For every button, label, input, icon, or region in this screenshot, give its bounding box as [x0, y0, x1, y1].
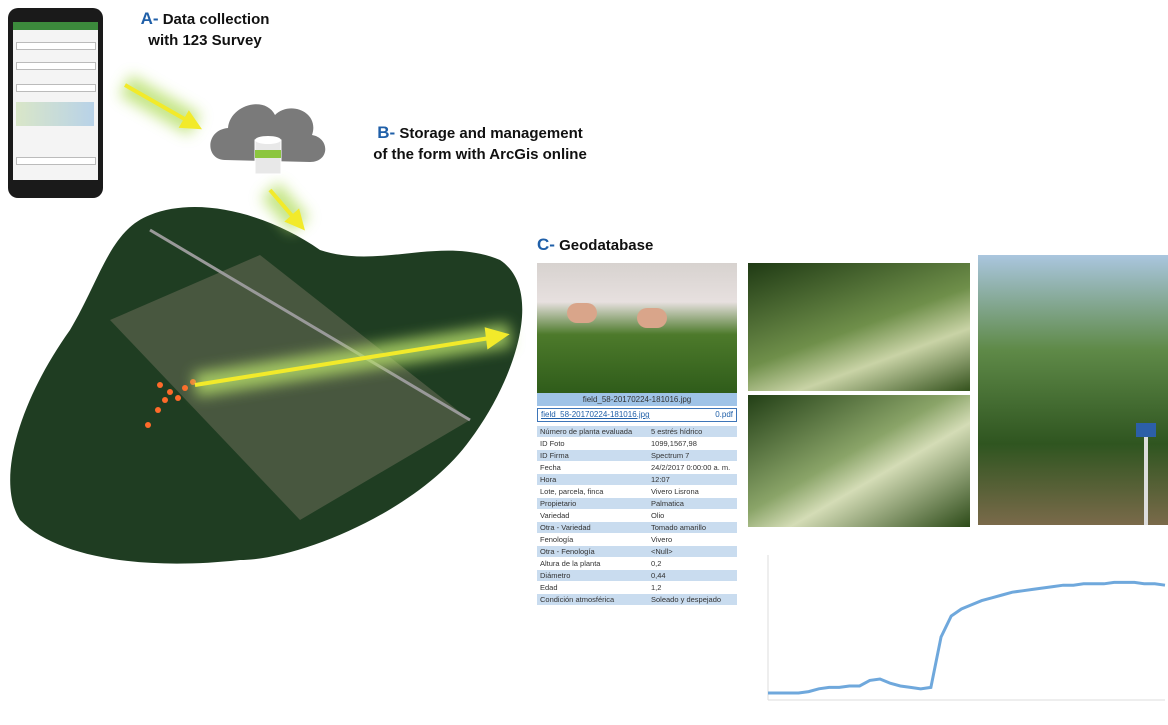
growth-chart — [767, 555, 1166, 701]
field-value: Vivero Lisrona — [648, 485, 737, 498]
field-name: Condición atmosférica — [537, 593, 648, 606]
record-table-wrap: Número de planta evaluada 5 estrés hídric… — [537, 426, 737, 606]
phone-field — [16, 157, 96, 165]
field-name: Diámetro — [537, 569, 648, 582]
record-table: Número de planta evaluada 5 estrés hídric… — [537, 426, 737, 606]
attachment-link[interactable]: field_58-20170224-181016.jpg — [541, 410, 650, 419]
sign-post — [1144, 437, 1148, 525]
record-photo — [537, 263, 737, 393]
step-text: Geodatabase — [559, 237, 654, 254]
attachment-bar: field_58-20170224-181016.jpg 0.pdf — [537, 408, 737, 422]
diagram-graphics — [10, 74, 523, 564]
attachment-file[interactable]: 0.pdf — [715, 410, 733, 419]
field-value: 1099,1567,98 — [648, 437, 737, 450]
field-name: Fenología — [537, 533, 648, 546]
phone-field — [16, 42, 96, 50]
field-value: Spectrum 7 — [648, 449, 737, 462]
step-text: with 123 Survey — [148, 32, 262, 49]
record-row: Propietario Palmatica — [537, 497, 737, 510]
record-row: Altura de la planta 0,2 — [537, 557, 737, 570]
field-value: Palmatica — [648, 497, 737, 510]
hand — [567, 303, 597, 323]
palm-photo — [978, 255, 1168, 525]
field-name: Variedad — [537, 509, 648, 522]
photo-caption: field_58-20170224-181016.jpg — [537, 393, 737, 406]
field-name: ID Firma — [537, 449, 648, 462]
field — [110, 255, 470, 520]
database-icon — [254, 136, 282, 175]
palm-photo — [748, 263, 970, 391]
phone-screen — [13, 22, 98, 180]
phone-field — [16, 62, 96, 70]
field-value: 12:07 — [648, 473, 737, 486]
step-letter: C- — [537, 235, 555, 254]
field-name: Lote, parcela, finca — [537, 485, 648, 498]
step-b: B- Storage and management of the form wi… — [335, 122, 625, 165]
step-letter: A- — [140, 9, 159, 28]
record-row: Número de planta evaluada 5 estrés hídric… — [537, 426, 737, 438]
field-name: ID Foto — [537, 437, 648, 450]
field-value: Tomado amarillo — [648, 521, 737, 534]
record-row: Otra - Variedad Tomado amarillo — [537, 521, 737, 534]
field-value: 0,2 — [648, 557, 737, 570]
step-text: Data collection — [162, 11, 270, 28]
field-name: Propietario — [537, 497, 648, 510]
field-value: 1,2 — [648, 581, 737, 594]
arrows — [124, 83, 510, 387]
field-name: Altura de la planta — [537, 557, 648, 570]
hand — [637, 308, 667, 328]
field-name: Fecha — [537, 461, 648, 474]
road — [149, 228, 471, 422]
field-value: Soleado y despejado — [648, 593, 737, 606]
record-row: Fenología Vivero — [537, 533, 737, 546]
cloud — [210, 104, 326, 162]
field-value: 5 estrés hídrico — [648, 426, 737, 438]
field-name: Otra - Variedad — [537, 521, 648, 534]
phone — [8, 8, 103, 198]
phone-field — [16, 84, 96, 92]
sample-points — [145, 379, 196, 428]
phone-map — [16, 102, 94, 126]
step-letter: B- — [377, 123, 396, 142]
step-text: of the form with ArcGis online — [373, 146, 587, 163]
field-name: Número de planta evaluada — [537, 426, 648, 438]
sign — [1136, 423, 1156, 437]
record-row: Condición atmosférica Soleado y despejado — [537, 593, 737, 606]
field-value: Vivero — [648, 533, 737, 546]
record-row: Lote, parcela, finca Vivero Lisrona — [537, 485, 737, 498]
record-row: ID Foto 1099,1567,98 — [537, 437, 737, 450]
record-row: Diámetro 0,44 — [537, 569, 737, 582]
record-row: Edad 1,2 — [537, 581, 737, 594]
field-value: <Null> — [648, 545, 737, 558]
field-name: Edad — [537, 581, 648, 594]
step-a: A- Data collection with 123 Survey — [115, 8, 295, 51]
step-text: Storage and management — [399, 125, 583, 142]
step-c: C- Geodatabase — [537, 234, 653, 256]
phone-header — [13, 22, 98, 30]
field-value: Olio — [648, 509, 737, 522]
field-value: 0,44 — [648, 569, 737, 582]
record-row: Otra - Fenología <Null> — [537, 545, 737, 558]
field-value: 24/2/2017 0:00:00 a. m. — [648, 461, 737, 474]
record-row: Hora 12:07 — [537, 473, 737, 486]
record-row: Fecha 24/2/2017 0:00:00 a. m. — [537, 461, 737, 474]
field-name: Otra - Fenología — [537, 545, 648, 558]
record-row: ID Firma Spectrum 7 — [537, 449, 737, 462]
growth-line — [768, 580, 1166, 695]
palm-photo — [748, 395, 970, 527]
field-name: Hora — [537, 473, 648, 486]
record-row: Variedad Olio — [537, 509, 737, 522]
